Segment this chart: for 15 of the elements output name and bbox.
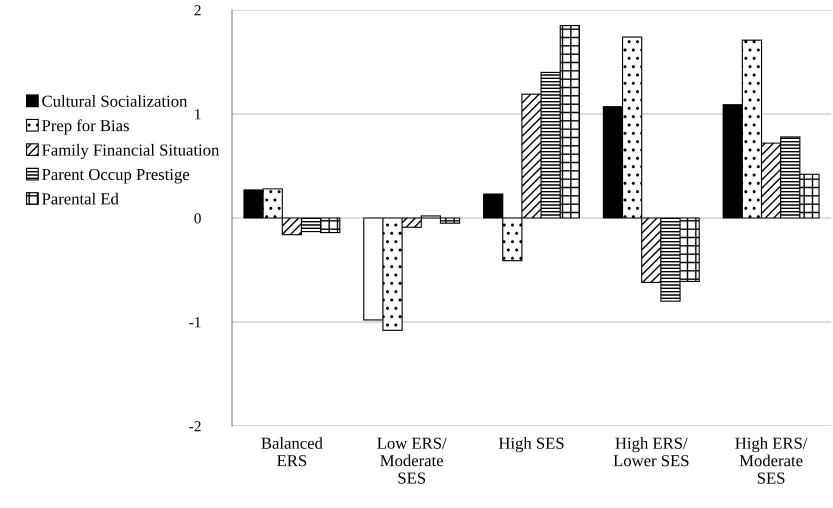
legend-label: Family Financial Situation <box>42 144 220 160</box>
x-tick-label: Low ERS/ Moderate SES <box>377 438 447 484</box>
x-tick-label: High ERS/ Moderate SES <box>735 437 808 484</box>
y-tick-label: 1 <box>195 109 201 120</box>
x-tick-label: High ERS/ Lower SES <box>614 437 688 466</box>
legend-label: Parental Ed <box>42 192 119 205</box>
legend-label: Parent Occup Prestige <box>42 168 190 184</box>
legend-label: Prep for Bias <box>42 119 129 135</box>
y-tick-label: 0 <box>194 213 201 224</box>
y-tick-label: -1 <box>189 317 201 328</box>
y-tick-label: 2 <box>194 5 201 16</box>
x-tick-label: Balanced ERS <box>261 437 323 466</box>
x-tick-label: High SES <box>498 437 564 452</box>
legend-label: Cultural Socialization <box>42 95 188 107</box>
y-tick-label: -2 <box>189 421 201 432</box>
